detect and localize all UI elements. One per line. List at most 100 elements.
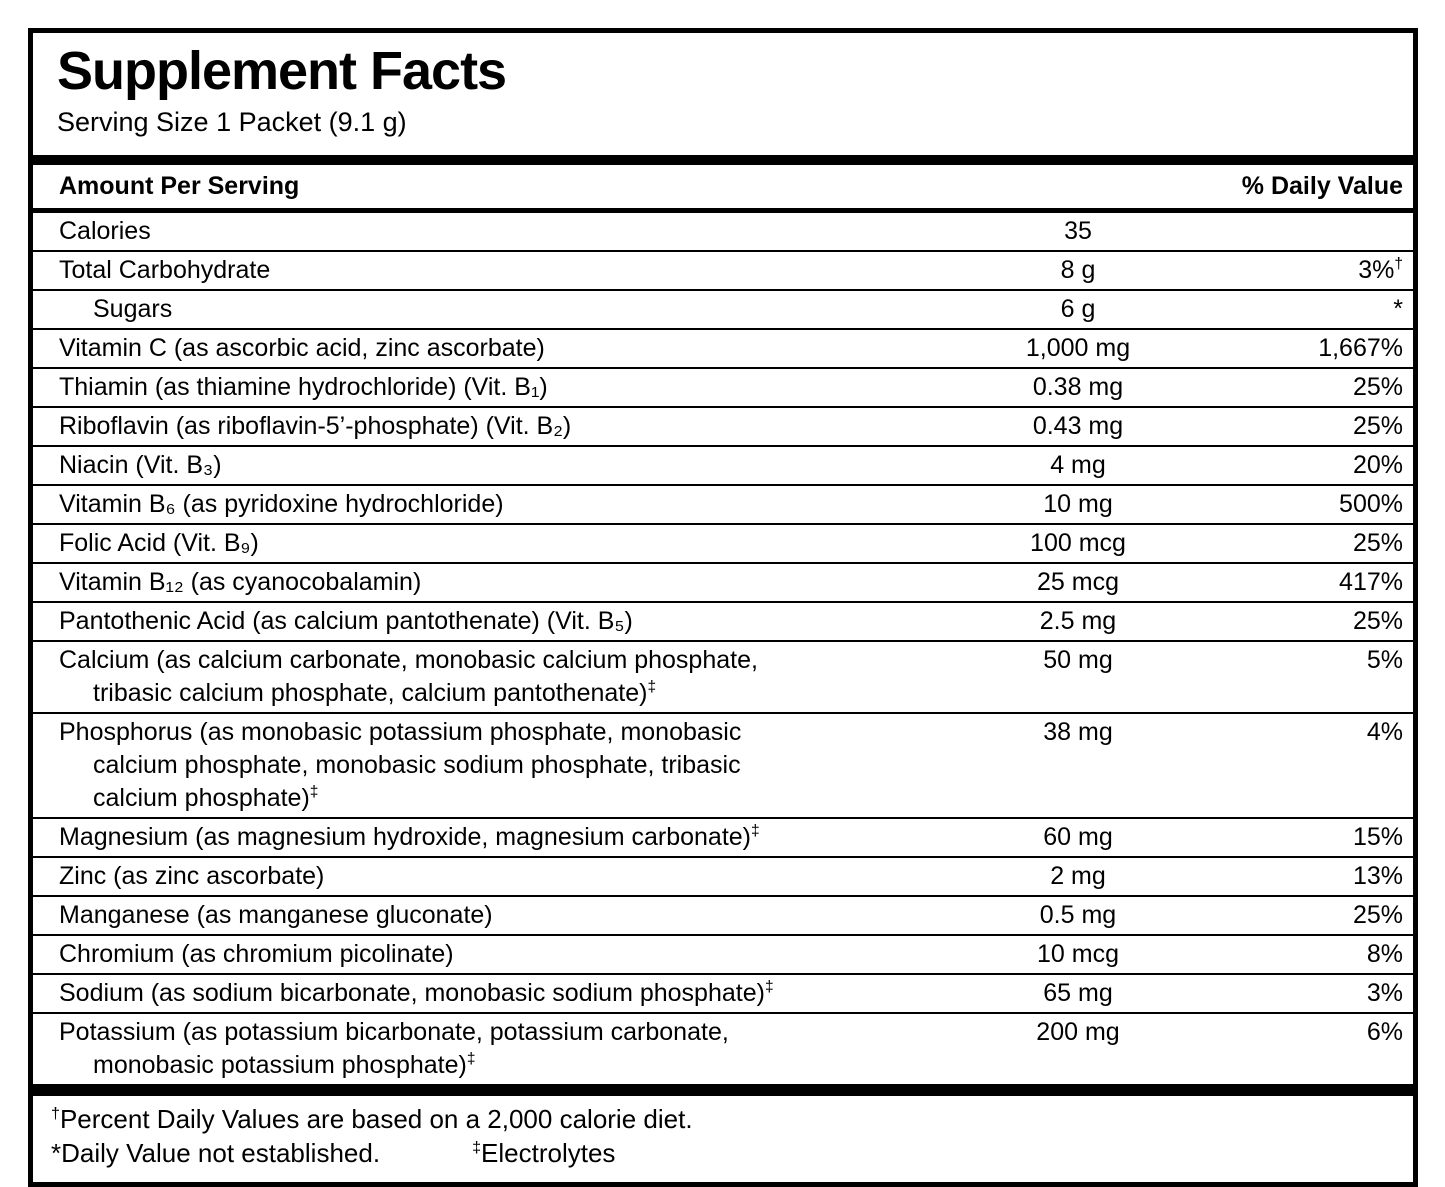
nutrient-name-text: Sugars [93, 295, 173, 323]
nutrient-name-text: Magnesium (as magnesium hydroxide, magne… [59, 823, 751, 851]
nutrient-daily-value-text: 6% [1366, 1018, 1403, 1046]
nutrient-name: Vitamin C (as ascorbic acid, zinc ascorb… [33, 332, 923, 365]
table-row: Sugars 6 g * [33, 289, 1413, 328]
electrolyte-marker: ‡ [309, 783, 319, 801]
nutrient-daily-value: 4% [1233, 716, 1413, 749]
nutrient-amount: 10 mcg [1037, 940, 1119, 968]
footnote-daily-values: †Percent Daily Values are based on a 2,0… [51, 1102, 1397, 1136]
nutrient-amount: 2 mg [1050, 862, 1106, 890]
footnote-daily-values-text: Percent Daily Values are based on a 2,00… [59, 1104, 693, 1134]
table-row: Manganese (as manganese gluconate) 0.5 m… [33, 895, 1413, 934]
nutrient-amount: 10 mg [1043, 490, 1113, 518]
electrolyte-marker: ‡ [751, 822, 760, 840]
double-dagger-marker: ‡ [472, 1138, 482, 1157]
nutrient-daily-value-text: 5% [1366, 646, 1403, 674]
table-row: Folic Acid (Vit. B₉) 100 mcg 25% [33, 523, 1413, 562]
table-row: Vitamin C (as ascorbic acid, zinc ascorb… [33, 328, 1413, 367]
nutrient-daily-value-text: 417% [1339, 568, 1403, 596]
nutrient-daily-value: 8% [1233, 938, 1413, 971]
nutrient-daily-value-text: 8% [1366, 940, 1403, 968]
nutrient-name: Total Carbohydrate [33, 254, 923, 287]
nutrient-name: Pantothenic Acid (as calcium pantothenat… [33, 605, 923, 638]
nutrient-amount: 2.5 mg [1039, 607, 1117, 635]
nutrient-daily-value-text: 20% [1352, 451, 1403, 479]
nutrient-amount: 100 mcg [1030, 529, 1126, 557]
nutrient-daily-value: 25% [1233, 410, 1413, 443]
amount-per-serving-header: Amount Per Serving [59, 172, 300, 200]
nutrient-daily-value-text: 25% [1352, 901, 1403, 929]
nutrient-daily-value-text: 3% [1358, 256, 1395, 284]
nutrient-name-text: Potassium (as potassium bicarbonate, pot… [59, 1018, 729, 1079]
nutrient-name: Manganese (as manganese gluconate) [33, 899, 923, 932]
nutrient-name: Vitamin B₁₂ (as cyanocobalamin) [33, 566, 923, 599]
nutrient-daily-value-text: 25% [1352, 529, 1403, 557]
nutrient-amount: 8 g [1060, 256, 1096, 284]
table-row: Riboflavin (as riboflavin-5’-phosphate) … [33, 406, 1413, 445]
nutrient-amount: 65 mg [1043, 979, 1113, 1007]
nutrient-name-text: Vitamin B₆ (as pyridoxine hydrochloride) [59, 490, 504, 518]
nutrient-name-text: Riboflavin (as riboflavin-5’-phosphate) … [59, 412, 572, 440]
nutrient-daily-value: 1,667% [1233, 332, 1413, 365]
facts-table-body: Calories 35 Total Carbohydrate 8 g 3%† S… [33, 213, 1413, 1084]
nutrient-name: Zinc (as zinc ascorbate) [33, 860, 923, 893]
nutrient-amount: 60 mg [1043, 823, 1113, 851]
table-row: Calories 35 [33, 213, 1413, 250]
nutrient-name: Calcium (as calcium carbonate, monobasic… [33, 644, 923, 710]
column-header-row: Amount Per Serving % Daily Value [33, 165, 1413, 213]
nutrient-daily-value: 25% [1233, 605, 1413, 638]
nutrient-name: Vitamin B₆ (as pyridoxine hydrochloride) [33, 488, 923, 521]
nutrient-daily-value: 20% [1233, 449, 1413, 482]
nutrient-amount: 50 mg [1043, 646, 1113, 674]
nutrient-daily-value-text: 25% [1352, 373, 1403, 401]
nutrient-name-text: Zinc (as zinc ascorbate) [59, 862, 325, 890]
nutrient-name: Sugars [33, 293, 923, 326]
table-row: Thiamin (as thiamine hydrochloride) (Vit… [33, 367, 1413, 406]
table-row: Pantothenic Acid (as calcium pantothenat… [33, 601, 1413, 640]
nutrient-daily-value: 3% [1233, 977, 1413, 1010]
nutrient-name: Magnesium (as magnesium hydroxide, magne… [33, 821, 923, 854]
table-row: Vitamin B₆ (as pyridoxine hydrochloride)… [33, 484, 1413, 523]
label-header: Supplement Facts Serving Size 1 Packet (… [33, 33, 1413, 155]
nutrient-daily-value: 6% [1233, 1016, 1413, 1049]
supplement-facts-label: Supplement Facts Serving Size 1 Packet (… [28, 28, 1418, 1187]
table-row: Magnesium (as magnesium hydroxide, magne… [33, 817, 1413, 856]
electrolyte-marker: ‡ [466, 1050, 476, 1068]
nutrient-amount: 0.5 mg [1039, 901, 1117, 929]
nutrient-amount: 1,000 mg [1025, 334, 1131, 362]
nutrient-daily-value-text: 1,667% [1318, 334, 1403, 362]
nutrient-name: Calories [33, 215, 923, 248]
nutrient-daily-value-text: 3% [1366, 979, 1403, 1007]
table-row: Total Carbohydrate 8 g 3%† [33, 250, 1413, 289]
footnotes: †Percent Daily Values are based on a 2,0… [33, 1096, 1413, 1182]
page-title: Supplement Facts [57, 41, 507, 101]
nutrient-daily-value-text: 13% [1352, 862, 1403, 890]
nutrient-name-text: Chromium (as chromium picolinate) [59, 940, 454, 968]
dagger-marker: † [51, 1104, 60, 1123]
nutrient-daily-value: 25% [1233, 899, 1413, 932]
nutrient-daily-value-text: 25% [1352, 412, 1403, 440]
nutrient-name-text: Folic Acid (Vit. B₉) [59, 529, 259, 557]
nutrient-daily-value-text: 15% [1352, 823, 1403, 851]
table-row: Phosphorus (as monobasic potassium phosp… [33, 712, 1413, 817]
nutrient-daily-value: 15% [1233, 821, 1413, 854]
daily-value-header: % Daily Value [1241, 172, 1403, 200]
nutrient-name: Folic Acid (Vit. B₉) [33, 527, 923, 560]
nutrient-amount: 0.43 mg [1032, 412, 1124, 440]
table-row: Potassium (as potassium bicarbonate, pot… [33, 1012, 1413, 1084]
nutrient-daily-value: 417% [1233, 566, 1413, 599]
nutrient-amount: 0.38 mg [1032, 373, 1124, 401]
divider-bar-bottom [33, 1084, 1413, 1096]
table-row: Zinc (as zinc ascorbate) 2 mg 13% [33, 856, 1413, 895]
nutrient-daily-value-text: 4% [1366, 718, 1403, 746]
footnote-asterisk-text: *Daily Value not established. [51, 1138, 381, 1168]
nutrient-name-text: Sodium (as sodium bicarbonate, monobasic… [59, 979, 765, 1007]
nutrient-daily-value-text: 25% [1352, 607, 1403, 635]
nutrient-name-text: Calcium (as calcium carbonate, monobasic… [59, 646, 758, 707]
nutrient-daily-value: 500% [1233, 488, 1413, 521]
nutrient-name-text: Pantothenic Acid (as calcium pantothenat… [59, 607, 633, 635]
nutrient-name-text: Total Carbohydrate [59, 256, 271, 284]
footnote-electrolytes-text: Electrolytes [481, 1138, 616, 1168]
electrolyte-marker: ‡ [764, 978, 774, 996]
nutrient-daily-value: 5% [1233, 644, 1413, 677]
